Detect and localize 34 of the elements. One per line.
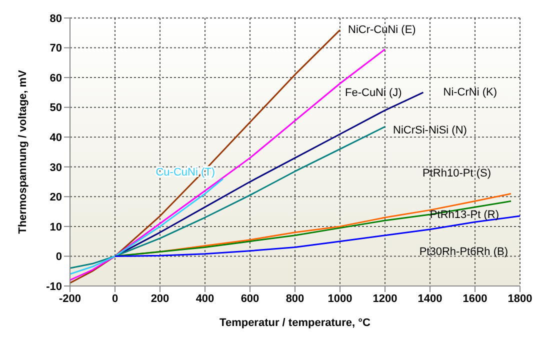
line-series — [70, 29, 341, 284]
x-tick-label: 200 — [150, 292, 170, 305]
y-axis-title: Thermospannung / voltage, mV — [16, 69, 29, 234]
series-label: NiCr-CuNi (E) — [348, 24, 416, 36]
y-tick-label: -10 — [46, 280, 62, 293]
x-tick-label: 0 — [112, 292, 118, 305]
x-tick-label: 1600 — [462, 292, 488, 305]
line-series — [70, 178, 224, 275]
x-tick-label: 1800 — [508, 292, 532, 305]
x-tick-label: 1000 — [328, 292, 352, 305]
x-tick-label: -200 — [58, 292, 82, 305]
x-tick-label: 400 — [196, 292, 214, 305]
series-label: Fe-CuNi (J) — [345, 87, 402, 100]
x-tick-label: 1200 — [372, 292, 398, 305]
line-series — [70, 48, 386, 281]
line-series — [70, 126, 386, 269]
y-tick-label: 50 — [50, 102, 62, 114]
y-tick-label: 30 — [50, 162, 62, 174]
series-label: Ni-CrNi (K) — [443, 86, 498, 98]
series-label: NiCrSi-NiSi (N) — [393, 124, 467, 137]
y-tick-label: 80 — [50, 12, 62, 25]
y-tick-label: 70 — [50, 42, 62, 55]
series-label: Pt30Rh-Pt6Rh (B) — [419, 246, 508, 258]
x-axis-title: Temperatur / temperature, °C — [220, 317, 371, 329]
x-tick-label: 800 — [286, 292, 304, 305]
y-tick-label: 60 — [50, 72, 62, 84]
series-label: PtRh10-Pt (S) — [422, 168, 491, 180]
x-tick-label: 600 — [240, 292, 260, 305]
y-tick-label: 40 — [50, 132, 62, 144]
series-label: PtRh13-Pt (R) — [430, 209, 499, 222]
x-tick-label: 1400 — [418, 292, 442, 305]
y-tick-label: 20 — [50, 192, 62, 204]
y-tick-label: 0 — [56, 251, 62, 264]
y-tick-label: 10 — [50, 221, 62, 234]
